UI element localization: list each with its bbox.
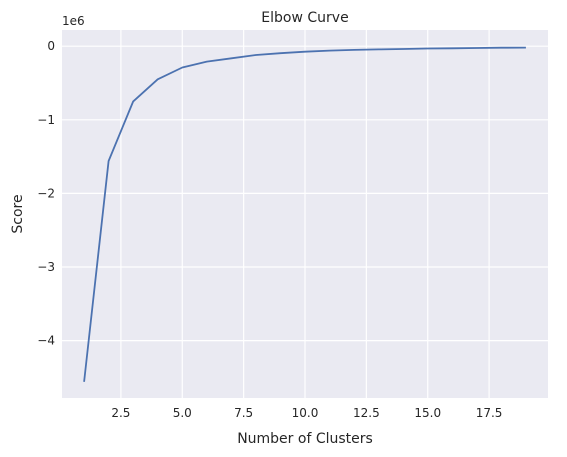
y-tick-label: −1 [37, 113, 55, 127]
x-tick-label: 2.5 [111, 406, 130, 420]
x-axis-label: Number of Clusters [237, 431, 373, 447]
x-tick-label: 5.0 [173, 406, 192, 420]
x-tick-label: 12.5 [353, 406, 380, 420]
x-tick-label: 15.0 [414, 406, 441, 420]
x-tick-label: 17.5 [476, 406, 503, 420]
y-tick-label: −2 [37, 186, 55, 200]
x-tick-label: 10.0 [292, 406, 319, 420]
y-axis-label: Score [10, 194, 26, 233]
series-layer [83, 46, 526, 382]
y-tick-label: −3 [37, 260, 55, 274]
y-tick-label: 0 [47, 39, 55, 53]
chart-title: Elbow Curve [261, 10, 348, 26]
series-line [83, 46, 526, 382]
y-tick-label: −4 [37, 334, 55, 348]
tick-labels: 2.5 5.0 7.5 10.0 12.5 15.0 17.5 0 −1 −2 −3 −4 [37, 39, 502, 420]
y-offset-text: 1e6 [62, 14, 85, 28]
x-tick-label: 7.5 [234, 406, 253, 420]
grid-lines [62, 30, 548, 398]
